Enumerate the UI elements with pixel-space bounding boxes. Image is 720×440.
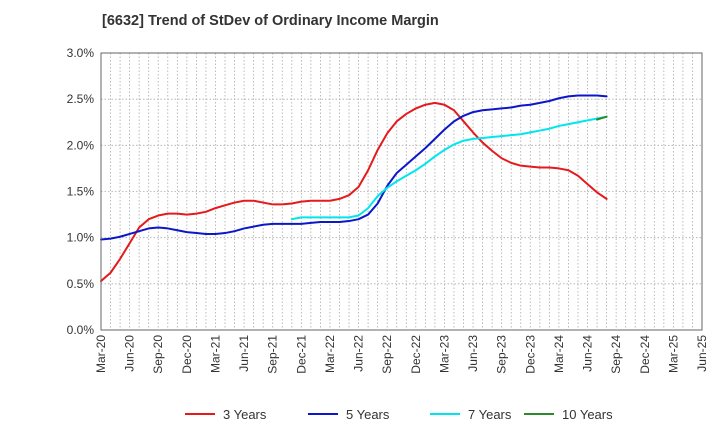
x-tick-label: Jun-22 (352, 335, 366, 372)
y-tick-label: 2.0% (67, 138, 95, 152)
x-tick-label: Jun-21 (237, 335, 251, 372)
x-tick-label: Mar-21 (208, 335, 222, 373)
x-tick-label: Mar-20 (94, 335, 108, 373)
x-tick-label: Mar-25 (666, 335, 680, 373)
x-tick-label: Sep-22 (380, 335, 394, 374)
x-tick-label: Dec-20 (180, 335, 194, 374)
x-tick-label: Jun-25 (695, 335, 709, 372)
y-tick-label: 1.0% (67, 231, 95, 245)
series-line (100, 94, 608, 241)
y-tick-label: 1.5% (67, 185, 95, 199)
x-tick-label: Jun-24 (581, 335, 595, 372)
x-tick-label: Sep-20 (151, 335, 165, 374)
plot-area-background (101, 53, 702, 330)
chart-title: [6632] Trend of StDev of Ordinary Income… (102, 13, 439, 29)
plot-area-frame (100, 52, 703, 331)
series-line (596, 115, 608, 121)
x-tick-label: Mar-22 (323, 335, 337, 373)
x-tick-label: Sep-24 (609, 335, 623, 374)
y-tick-label: 0.0% (67, 323, 95, 337)
series-line (100, 101, 608, 283)
x-tick-label: Dec-23 (523, 335, 537, 374)
legend-label: 5 Years (346, 407, 390, 422)
y-tick-label: 3.0% (67, 46, 95, 60)
x-tick-label: Jun-23 (466, 335, 480, 372)
x-tick-label: Mar-23 (437, 335, 451, 373)
x-tick-label: Dec-22 (409, 335, 423, 374)
x-tick-label: Jun-20 (123, 335, 137, 372)
series-line (290, 115, 608, 221)
x-tick-label: Mar-24 (552, 335, 566, 373)
x-tick-label: Sep-21 (266, 335, 280, 374)
legend-label: 10 Years (562, 407, 613, 422)
x-tick-label: Sep-23 (495, 335, 509, 374)
x-tick-label: Dec-24 (638, 335, 652, 374)
series-lines (100, 94, 608, 283)
y-tick-label: 2.5% (67, 92, 95, 106)
axis-labels: 0.0% 0.5% 1.0% 1.5% 2.0% 2.5% 3.0% Mar-20 Jun-20… (67, 46, 709, 374)
x-tick-label: Dec-21 (294, 335, 308, 374)
legend-label: 3 Years (223, 407, 267, 422)
legend: 3 Years 5 Years 7 Years 10 Years (185, 407, 613, 422)
legend-label: 7 Years (468, 407, 512, 422)
y-tick-label: 0.5% (67, 277, 95, 291)
